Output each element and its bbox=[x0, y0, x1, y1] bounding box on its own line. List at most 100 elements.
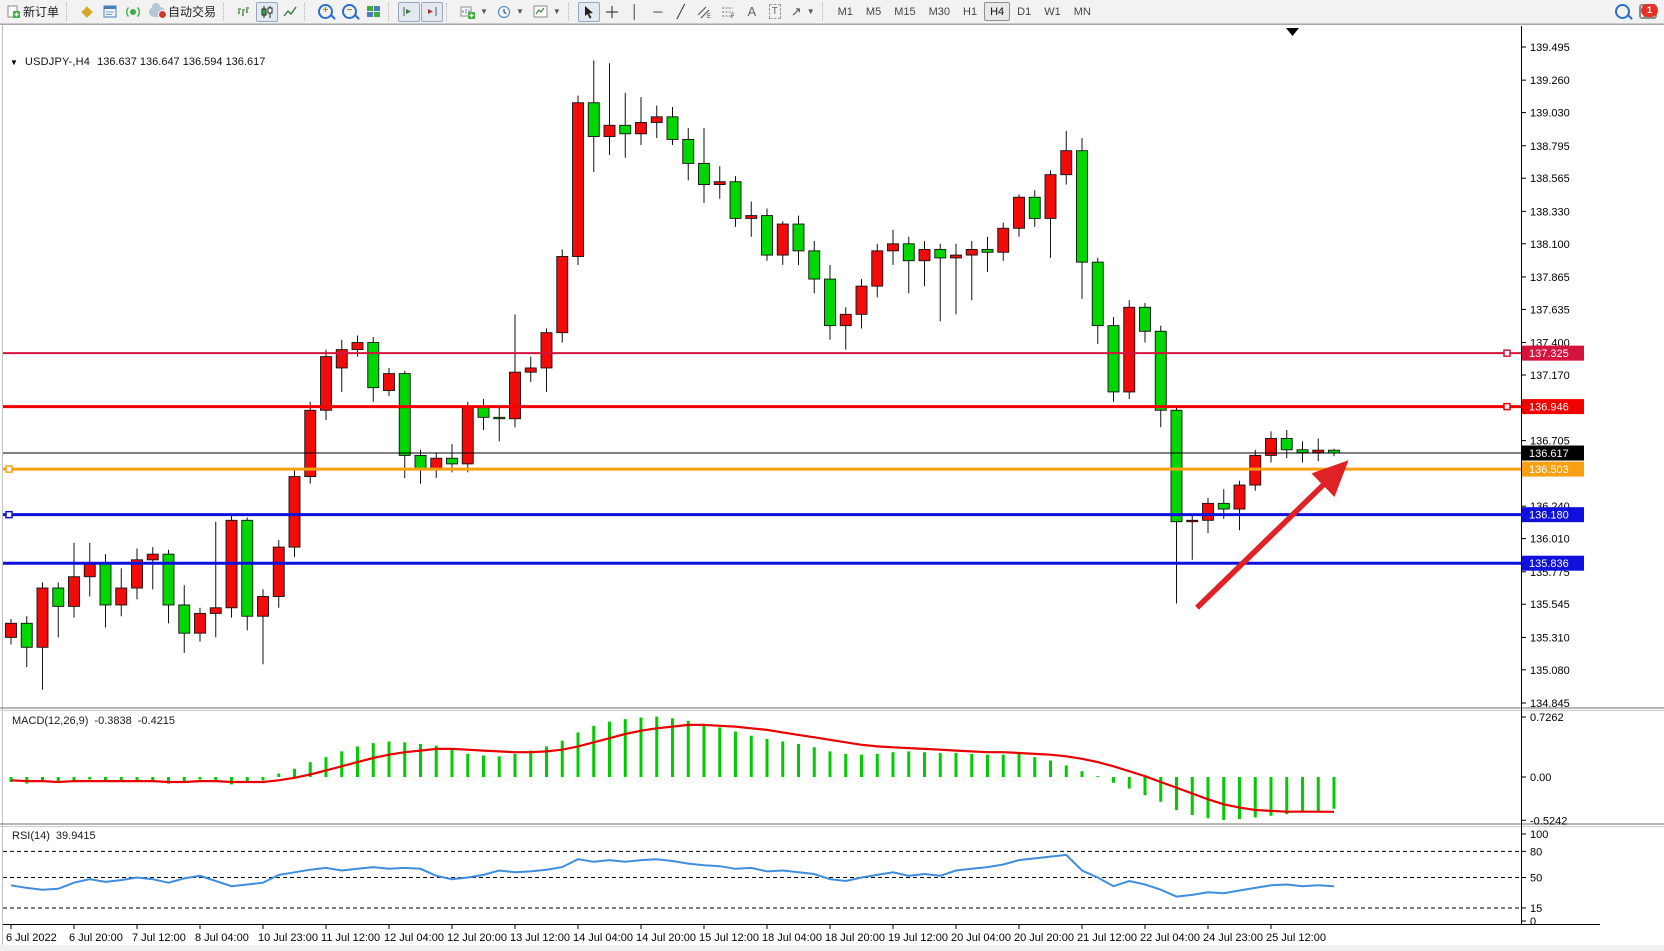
line-chart-button[interactable] bbox=[279, 2, 301, 22]
chart-plot-area[interactable]: 139.495 139.260 139.030 138.795 138.565 138.3… bbox=[0, 25, 1664, 951]
timeframe-m30-button[interactable]: M30 bbox=[923, 2, 956, 21]
price-badge bbox=[1522, 345, 1584, 361]
macd-pane bbox=[9, 716, 1336, 820]
price-badge bbox=[1522, 399, 1584, 415]
svg-text:0: 0 bbox=[1530, 916, 1536, 928]
timeframe-h4-button[interactable]: H4 bbox=[984, 2, 1011, 21]
toolbar-separator bbox=[66, 2, 71, 21]
svg-text:136.010: 136.010 bbox=[1530, 534, 1570, 546]
cursor-tool-button[interactable] bbox=[577, 1, 600, 22]
periods-button[interactable]: ▼ bbox=[493, 2, 528, 22]
window-bottom-strip bbox=[0, 945, 1664, 951]
arrows-tool-button[interactable]: ↗ ▼ bbox=[787, 2, 819, 22]
text-label-tool-button[interactable]: T bbox=[764, 2, 786, 22]
svg-text:14 Jul 20:00: 14 Jul 20:00 bbox=[636, 932, 696, 944]
navigator-button[interactable] bbox=[122, 2, 144, 22]
price-badge bbox=[1522, 461, 1584, 477]
svg-text:138.100: 138.100 bbox=[1530, 239, 1570, 251]
auto-scroll-button[interactable] bbox=[398, 1, 421, 22]
timeframe-d1-button[interactable]: D1 bbox=[1011, 2, 1037, 21]
zoom-in-button[interactable]: + bbox=[314, 2, 337, 22]
timeframe-m15-button[interactable]: M15 bbox=[888, 2, 921, 21]
macd-signal-value: -0.4215 bbox=[137, 715, 176, 727]
chart-shift-button[interactable] bbox=[421, 1, 444, 22]
price-axis[interactable]: 139.495 139.260 139.030 138.795 138.565 138.3… bbox=[1521, 42, 1570, 928]
line-handle[interactable] bbox=[1503, 349, 1511, 357]
candlestick-chart-icon bbox=[261, 5, 273, 18]
fibonacci-tool-button[interactable]: F bbox=[717, 2, 740, 22]
trendline-tool-button[interactable]: ╱ bbox=[670, 2, 692, 22]
new-order-label: 新订单 bbox=[23, 5, 60, 19]
svg-text:E: E bbox=[707, 14, 711, 19]
market-watch-button[interactable]: ◆ bbox=[76, 2, 98, 22]
fibonacci-icon: F bbox=[721, 7, 735, 19]
timeframe-m5-button[interactable]: M5 bbox=[860, 2, 887, 21]
line-handle[interactable] bbox=[5, 465, 13, 473]
svg-text:-0.5242: -0.5242 bbox=[1530, 815, 1567, 827]
timeframe-m1-button[interactable]: M1 bbox=[832, 2, 859, 21]
text-label-icon: T bbox=[768, 4, 781, 19]
macd-signal-line bbox=[10, 723, 1335, 813]
chart-window: ▼ USDJPY-,H4 136.637 136.647 136.594 136… bbox=[0, 25, 1664, 951]
symbol-dropdown-icon[interactable]: ▼ bbox=[10, 57, 18, 67]
templates-button[interactable]: ▼ bbox=[529, 2, 565, 22]
time-axis[interactable]: 6 Jul 2022 6 Jul 20:00 7 Jul 12:00 8 Jul 04… bbox=[6, 924, 1326, 944]
chart-shift-marker-icon[interactable] bbox=[1286, 28, 1299, 36]
line-handle[interactable] bbox=[5, 510, 13, 519]
crosshair-tool-button[interactable] bbox=[601, 2, 623, 22]
text-tool-button[interactable]: A bbox=[741, 2, 763, 22]
svg-text:136.180: 136.180 bbox=[1529, 510, 1569, 522]
line-handle[interactable] bbox=[1503, 402, 1511, 411]
svg-text:80: 80 bbox=[1530, 846, 1542, 858]
auto-scroll-icon bbox=[403, 7, 412, 16]
svg-text:25 Jul 12:00: 25 Jul 12:00 bbox=[1266, 932, 1326, 944]
rsi-pane bbox=[3, 850, 1521, 909]
svg-text:13 Jul 12:00: 13 Jul 12:00 bbox=[510, 932, 570, 944]
zoom-out-button[interactable]: − bbox=[338, 2, 361, 22]
rsi-value: 39.9415 bbox=[55, 830, 96, 842]
bar-chart-button[interactable] bbox=[233, 2, 255, 22]
rsi-indicator-label: RSI(14) 39.9415 bbox=[12, 830, 96, 842]
timeframe-w1-button[interactable]: W1 bbox=[1038, 2, 1067, 21]
price-badge bbox=[1522, 507, 1584, 523]
vertical-line-tool-button[interactable]: │ bbox=[624, 2, 646, 22]
timeframe-mn-button[interactable]: MN bbox=[1068, 2, 1097, 21]
svg-text:15: 15 bbox=[1530, 903, 1542, 915]
trendline-icon: ╱ bbox=[676, 4, 685, 19]
horizontal-line-tool-button[interactable]: ─ bbox=[647, 2, 669, 22]
ohlc-values: 136.637 136.647 136.594 136.617 bbox=[97, 56, 266, 68]
notifications-button[interactable]: 1 bbox=[1635, 2, 1661, 22]
svg-text:18 Jul 20:00: 18 Jul 20:00 bbox=[825, 932, 885, 944]
crosshair-icon bbox=[605, 5, 618, 18]
candlestick-chart-button[interactable] bbox=[256, 1, 279, 22]
dropdown-caret-icon: ▼ bbox=[552, 7, 561, 16]
zoom-in-icon: + bbox=[318, 4, 334, 19]
svg-text:135.310: 135.310 bbox=[1530, 632, 1570, 644]
horizontal-line-objects bbox=[3, 349, 1521, 565]
vertical-line-icon: │ bbox=[630, 4, 639, 19]
svg-text:19 Jul 12:00: 19 Jul 12:00 bbox=[888, 932, 948, 944]
timeframe-h1-button[interactable]: H1 bbox=[957, 2, 983, 21]
cursor-icon bbox=[584, 5, 593, 18]
svg-text:136.946: 136.946 bbox=[1529, 402, 1569, 414]
svg-text:12 Jul 20:00: 12 Jul 20:00 bbox=[447, 932, 507, 944]
svg-text:F: F bbox=[731, 14, 735, 19]
line-chart-icon bbox=[283, 6, 297, 16]
trend-arrow-annotation[interactable] bbox=[1195, 460, 1349, 610]
new-chart-button[interactable]: ▼ bbox=[456, 2, 492, 22]
svg-text:18 Jul 04:00: 18 Jul 04:00 bbox=[762, 932, 822, 944]
svg-text:136.705: 136.705 bbox=[1530, 436, 1570, 448]
new-chart-icon bbox=[460, 6, 476, 19]
new-order-button[interactable]: 新订单 bbox=[3, 2, 63, 22]
search-button[interactable] bbox=[1611, 2, 1634, 22]
auto-trading-button[interactable]: 自动交易 bbox=[145, 2, 220, 22]
svg-text:138.795: 138.795 bbox=[1530, 141, 1570, 153]
channel-tool-button[interactable]: E bbox=[693, 2, 716, 22]
svg-text:11 Jul 12:00: 11 Jul 12:00 bbox=[321, 932, 380, 944]
chart-title: ▼ USDJPY-,H4 136.637 136.647 136.594 136… bbox=[10, 56, 265, 68]
horizontal-line-icon: ─ bbox=[653, 4, 663, 19]
tile-windows-button[interactable] bbox=[362, 2, 385, 22]
toolbar: 新订单 ◆ 自动交易 + − ▼ ▼ ▼ bbox=[0, 0, 1664, 24]
candlestick-series bbox=[5, 60, 1340, 690]
data-window-button[interactable] bbox=[99, 2, 121, 22]
